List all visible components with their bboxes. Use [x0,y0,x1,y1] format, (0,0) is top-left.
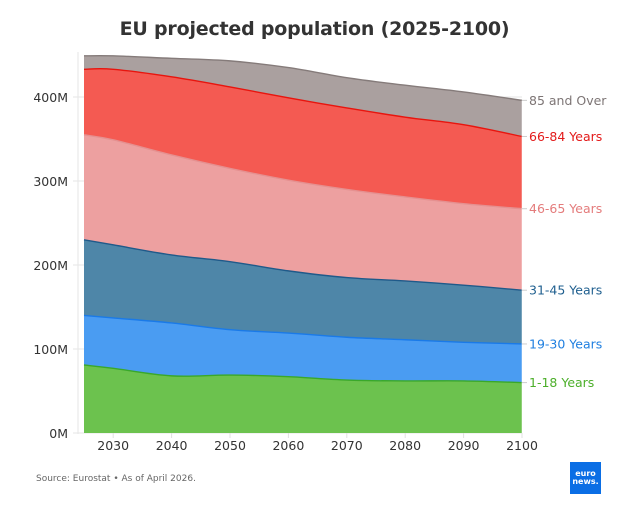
series-label: 19-30 Years [529,336,602,351]
y-tick-label: 400M [33,90,68,105]
line-31-45-years [83,239,523,291]
area-85-and-over [84,55,522,137]
series-label: 46-65 Years [529,201,602,216]
euronews-logo: euro news. [570,462,601,494]
y-tick-label: 100M [33,342,68,357]
area-46-65-years [84,134,522,291]
area-66-84-years [84,68,522,209]
chart-title: EU projected population (2025-2100) [119,18,510,40]
line-19-30-years [83,314,523,345]
y-tick-label: 200M [33,258,68,273]
line-1-18-years [83,364,523,384]
y-axis: 0M 100M 200M 300M 400M [33,90,68,441]
series-label: 66-84 Years [529,129,602,144]
x-tick-label: 2050 [214,438,246,453]
source-note: Source: Eurostat • As of April 2026. [36,474,196,484]
x-axis: 2030 2040 2050 2060 2070 2080 2090 2100 [97,433,538,453]
x-tick-label: 2090 [448,438,480,453]
x-tick-label: 2040 [156,438,188,453]
x-tick-label: 2080 [389,438,421,453]
line-85-and-over [83,54,523,102]
series-labels: 1-18 Years 19-30 Years 31-45 Years 46-65 Ye… [522,93,607,390]
line-46-65-years [83,134,523,210]
area-31-45-years [84,239,522,344]
series-label: 1-18 Years [529,375,594,390]
area-1-18-years [84,364,522,433]
area-series [84,55,522,433]
x-tick-label: 2070 [331,438,363,453]
y-tick-label: 300M [33,174,68,189]
x-tick-label: 2030 [97,438,129,453]
y-tick-label: 0M [49,426,68,441]
series-label: 85 and Over [529,93,607,108]
series-lines [83,54,523,433]
area-19-30-years [84,315,522,383]
x-tick-label: 2100 [506,438,538,453]
line-66-84-years [83,67,523,138]
logo-line-1: euro [575,469,596,478]
x-tick-label: 2060 [272,438,304,453]
series-label: 31-45 Years [529,283,602,298]
logo-line-2: news. [572,477,599,486]
